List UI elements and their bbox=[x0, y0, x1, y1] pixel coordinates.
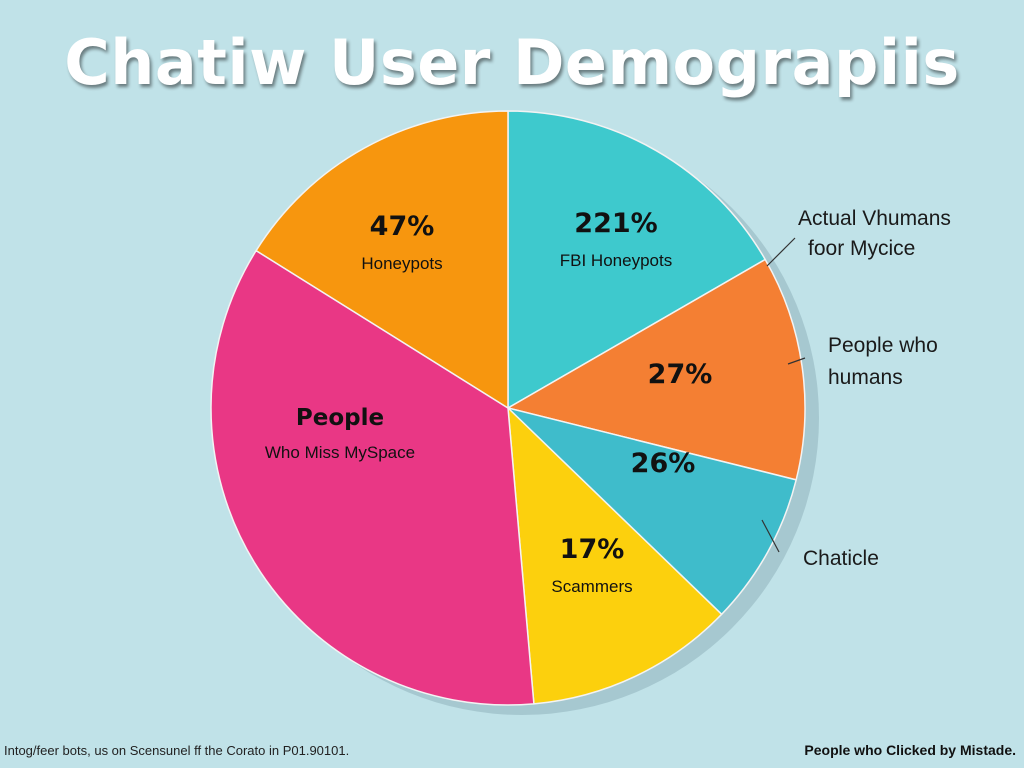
callout-leader-line-3 bbox=[761, 519, 780, 553]
callout-leader-line-1 bbox=[766, 237, 796, 267]
callout-label-2-line-1: People who bbox=[828, 334, 938, 357]
slice-value-label-4: 17% bbox=[560, 534, 625, 565]
slice-category-label-1: FBI Honeypots bbox=[560, 251, 672, 270]
callout-label-3-line-1: Chaticle bbox=[803, 547, 879, 570]
pie-slice-3 bbox=[507, 407, 797, 616]
pie-slice-5 bbox=[210, 249, 535, 706]
slice-value-label-6: 47% bbox=[370, 211, 435, 242]
callout-label-1-line-1: Actual Vhumans bbox=[798, 207, 951, 230]
pie-slice-4 bbox=[507, 407, 723, 705]
pie-slice-1 bbox=[507, 110, 766, 409]
chart-title: Chatiw User Demograpiis bbox=[64, 26, 960, 99]
callout-label-1-line-2: foor Mycice bbox=[808, 237, 915, 260]
pie-slice-6 bbox=[255, 110, 509, 409]
callout-label-2-line-2: humans bbox=[828, 366, 903, 389]
slice-category-label-4: Scammers bbox=[551, 577, 632, 596]
slice-value-label-1: 221% bbox=[574, 208, 657, 239]
footer-right-caption: People who Clicked by Mistade. bbox=[804, 742, 1016, 758]
footnote: Intog/feer bots, us on Scensunel ff the … bbox=[4, 743, 350, 758]
slice-category-label-6: Honeypots bbox=[361, 254, 442, 273]
slice-category-label-5: Who Miss MySpace bbox=[265, 443, 415, 462]
slice-value-label-3: 26% bbox=[631, 448, 696, 479]
slice-value-label-2: 27% bbox=[648, 359, 713, 390]
callout-leader-line-2 bbox=[787, 357, 806, 365]
pie-slice-2 bbox=[507, 258, 806, 481]
slice-value-label-5: People bbox=[296, 405, 384, 431]
